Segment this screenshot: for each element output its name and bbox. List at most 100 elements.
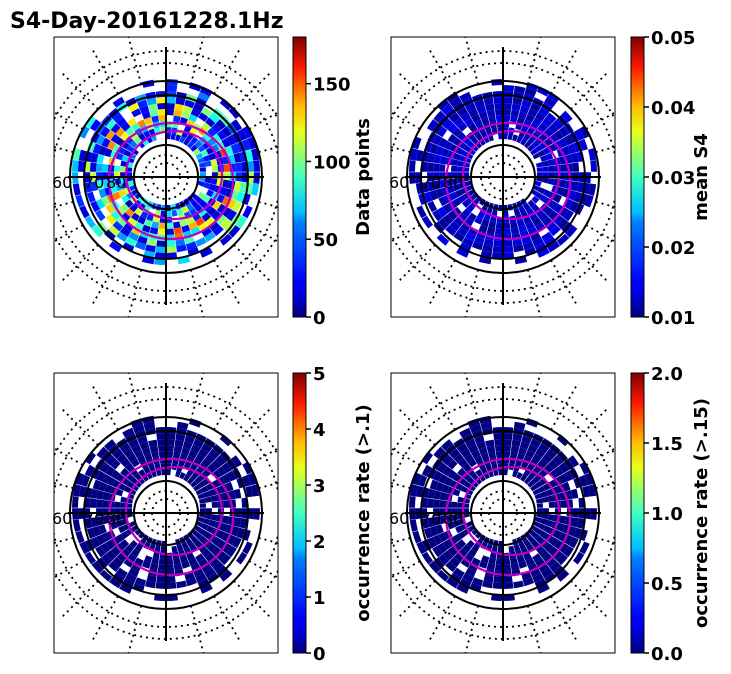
heatmap-cell (427, 152, 436, 163)
heatmap-cell (588, 148, 597, 161)
heatmap-cell (549, 469, 559, 480)
heatmap-cell (421, 464, 432, 477)
heatmap-cell (166, 582, 177, 589)
heatmap-cell (116, 231, 128, 242)
heatmap-cell (527, 472, 536, 481)
heatmap-cell (544, 463, 554, 474)
heatmap-cell (195, 573, 207, 583)
heatmap-cell (203, 491, 211, 498)
heatmap-cell (201, 443, 213, 454)
oval-contour-inner (124, 129, 224, 221)
heatmap-cell (151, 115, 159, 123)
heatmap-cell (468, 444, 479, 454)
heatmap-cell (567, 143, 577, 154)
heatmap-cell (590, 508, 597, 520)
heatmap-cell (432, 209, 443, 222)
heatmap-cell (79, 541, 90, 555)
heatmap-cell (530, 148, 538, 156)
heatmap-cell (527, 562, 538, 572)
heatmap-cell (155, 246, 166, 253)
heatmap-cell (86, 527, 96, 539)
heatmap-cell (183, 125, 192, 133)
heatmap-cell (518, 224, 528, 233)
heatmap-cell (233, 488, 242, 499)
heatmap-cell (236, 551, 248, 565)
heatmap-cell (553, 130, 564, 141)
heatmap-cell (110, 123, 121, 134)
heatmap-cell (120, 160, 128, 167)
heatmap-cell (544, 127, 554, 138)
heatmap-cell (421, 215, 433, 229)
heatmap-cell (449, 556, 461, 568)
heatmap-cell (253, 508, 260, 520)
heatmap-cell (452, 488, 461, 497)
oval-contour-outer (444, 457, 572, 577)
heatmap-cell (468, 562, 479, 572)
heatmap-cell (584, 194, 594, 208)
heatmap-cell (416, 541, 427, 555)
heatmap-cell (438, 532, 448, 543)
heatmap-cell (137, 195, 146, 203)
heatmap-cell (579, 125, 590, 139)
heatmap-cell (498, 132, 503, 140)
heatmap-cell (547, 514, 555, 521)
heatmap-cell (115, 152, 124, 161)
heatmap-cell (129, 204, 138, 213)
heatmap-cell (457, 539, 467, 549)
heatmap-cell (426, 498, 434, 508)
latitude-label: 70 (84, 509, 104, 528)
heatmap-cell (537, 523, 546, 531)
heatmap-cell (538, 212, 549, 222)
heatmap-cell (521, 99, 532, 109)
heatmap-cell (512, 433, 523, 442)
heatmap-cell (527, 136, 536, 145)
heatmap-cell (127, 180, 135, 187)
heatmap-cell (72, 183, 81, 196)
heatmap-cell (175, 97, 186, 106)
heatmap-cell (186, 477, 195, 485)
heatmap-cell (527, 535, 536, 544)
heatmap-cell (188, 113, 198, 123)
heatmap-cell (545, 556, 557, 568)
heatmap-cell (119, 583, 133, 594)
heatmap-cell (538, 443, 550, 454)
heatmap-cell (242, 125, 253, 139)
heatmap-cell (486, 109, 496, 117)
heatmap-cell (510, 227, 520, 235)
heatmap-cell (185, 241, 198, 251)
heatmap-cell (116, 216, 127, 227)
heatmap-cell (190, 226, 201, 236)
heatmap-cell (90, 517, 99, 528)
heatmap-cell (197, 493, 205, 500)
heatmap-cell (492, 469, 499, 477)
heatmap-cell (547, 159, 555, 166)
heatmap-cell (512, 97, 523, 106)
heatmap-cell (122, 578, 135, 589)
heatmap-cell (175, 134, 182, 142)
heatmap-cell (531, 531, 540, 540)
heatmap-cell (541, 567, 553, 578)
heatmap-cell (548, 546, 559, 557)
heatmap-cell (207, 206, 217, 217)
heatmap-cell (507, 133, 514, 141)
heatmap-cell (90, 536, 101, 549)
heatmap-cell (467, 548, 477, 558)
heatmap-cell (518, 560, 528, 569)
heatmap-cell (134, 241, 147, 251)
heatmap-cell (503, 222, 511, 229)
latitude-label: 60 (389, 509, 409, 528)
heatmap-cell (556, 553, 568, 566)
heatmap-cell (222, 179, 230, 189)
heatmap-cell (538, 548, 549, 558)
heatmap-cell (525, 113, 535, 123)
heatmap-cell (208, 448, 220, 460)
heatmap-cell (442, 203, 453, 214)
heatmap-cell (120, 203, 130, 213)
heatmap-cell (438, 196, 448, 207)
heatmap-cell (553, 530, 562, 540)
heatmap-cell (584, 472, 594, 486)
heatmap-cell (435, 481, 444, 492)
heatmap-cell (516, 555, 525, 563)
heatmap-cell (233, 517, 242, 528)
heatmap-cell (512, 134, 519, 142)
